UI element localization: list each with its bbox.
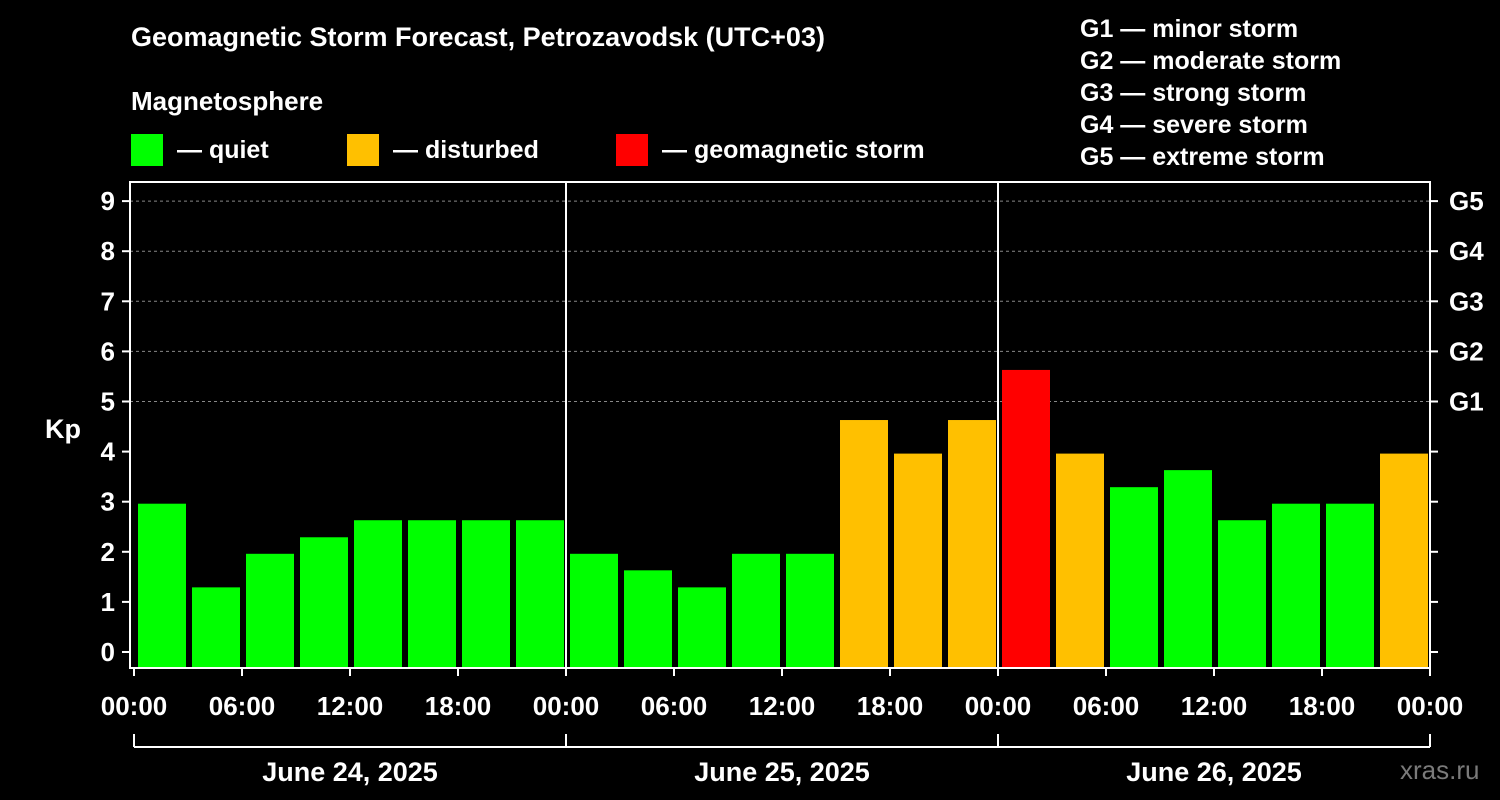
bar-11 bbox=[732, 553, 780, 668]
g-scale-label: G4 bbox=[1449, 236, 1484, 266]
x-tick-label: 00:00 bbox=[1397, 691, 1464, 721]
storm-scale-g3: G3 — strong storm bbox=[1080, 79, 1307, 107]
legend-label-storm: — geomagnetic storm bbox=[662, 135, 925, 164]
x-tick-label: 18:00 bbox=[857, 691, 924, 721]
y-tick-label: 7 bbox=[101, 286, 115, 316]
bar-19 bbox=[1164, 470, 1212, 668]
bar-3 bbox=[300, 537, 348, 668]
x-tick-label: 00:00 bbox=[533, 691, 600, 721]
x-tick-label: 12:00 bbox=[1181, 691, 1248, 721]
g-scale-label: G5 bbox=[1449, 186, 1484, 216]
bar-1 bbox=[192, 587, 240, 668]
y-tick-label: 5 bbox=[101, 387, 115, 417]
y-tick-label: 1 bbox=[101, 587, 115, 617]
bar-9 bbox=[624, 570, 672, 668]
bar-4 bbox=[354, 520, 402, 668]
x-tick-label: 06:00 bbox=[641, 691, 708, 721]
bar-20 bbox=[1218, 520, 1266, 668]
bar-5 bbox=[408, 520, 456, 668]
x-tick-label: 06:00 bbox=[1073, 691, 1140, 721]
y-tick-label: 2 bbox=[101, 537, 115, 567]
day-label: June 24, 2025 bbox=[262, 757, 438, 787]
g-scale-label: G2 bbox=[1449, 336, 1484, 366]
y-tick-label: 3 bbox=[101, 487, 115, 517]
storm-scale-legend: G1 — minor storm G2 — moderate storm G3 … bbox=[1080, 13, 1341, 173]
g-scale-label: G3 bbox=[1449, 286, 1484, 316]
legend-swatch-quiet bbox=[131, 134, 163, 166]
bar-10 bbox=[678, 587, 726, 668]
g-scale-label: G1 bbox=[1449, 387, 1484, 417]
bar-23 bbox=[1380, 453, 1428, 668]
x-tick-label: 12:00 bbox=[749, 691, 816, 721]
storm-scale-g1: G1 — minor storm bbox=[1080, 15, 1299, 43]
bar-15 bbox=[948, 420, 996, 668]
storm-scale-g4: G4 — severe storm bbox=[1080, 111, 1308, 139]
legend-label-disturbed: — disturbed bbox=[393, 135, 539, 164]
x-tick-label: 18:00 bbox=[425, 691, 492, 721]
y-tick-label: 9 bbox=[101, 186, 115, 216]
bar-16 bbox=[1002, 369, 1050, 668]
bar-17 bbox=[1056, 453, 1104, 668]
y-tick-label: 4 bbox=[101, 437, 116, 467]
bar-12 bbox=[786, 553, 834, 668]
legend-label-quiet: — quiet bbox=[177, 135, 269, 164]
chart-title: Geomagnetic Storm Forecast, Petrozavodsk… bbox=[131, 22, 825, 52]
y-tick-label: 0 bbox=[101, 637, 115, 667]
bar-7 bbox=[516, 520, 564, 668]
bar-2 bbox=[246, 553, 294, 668]
legend-swatch-storm bbox=[616, 134, 648, 166]
y-tick-label: 8 bbox=[101, 236, 115, 266]
storm-scale-g5: G5 — extreme storm bbox=[1080, 143, 1325, 171]
x-tick-label: 00:00 bbox=[965, 691, 1032, 721]
bar-14 bbox=[894, 453, 942, 668]
bar-6 bbox=[462, 520, 510, 668]
bar-18 bbox=[1110, 487, 1158, 668]
y-axis-label: Kp bbox=[45, 414, 81, 444]
legend-item-disturbed: — disturbed bbox=[347, 133, 539, 167]
day-label: June 26, 2025 bbox=[1126, 757, 1302, 787]
legend-item-quiet: — quiet bbox=[131, 133, 269, 167]
x-tick-label: 00:00 bbox=[101, 691, 168, 721]
y-tick-label: 6 bbox=[101, 336, 115, 366]
day-label: June 25, 2025 bbox=[694, 757, 870, 787]
bar-13 bbox=[840, 420, 888, 668]
bar-8 bbox=[570, 553, 618, 668]
bar-21 bbox=[1272, 503, 1320, 668]
x-tick-label: 12:00 bbox=[317, 691, 384, 721]
storm-scale-g2: G2 — moderate storm bbox=[1080, 47, 1342, 75]
plot-frame bbox=[129, 181, 1431, 669]
bar-0 bbox=[138, 503, 186, 668]
legend-swatch-disturbed bbox=[347, 134, 379, 166]
x-tick-label: 18:00 bbox=[1289, 691, 1356, 721]
watermark: xras.ru bbox=[1400, 755, 1480, 785]
bar-22 bbox=[1326, 503, 1374, 668]
legend-item-storm: — geomagnetic storm bbox=[616, 133, 925, 167]
legend-subtitle: Magnetosphere bbox=[131, 86, 324, 116]
x-tick-label: 06:00 bbox=[209, 691, 276, 721]
